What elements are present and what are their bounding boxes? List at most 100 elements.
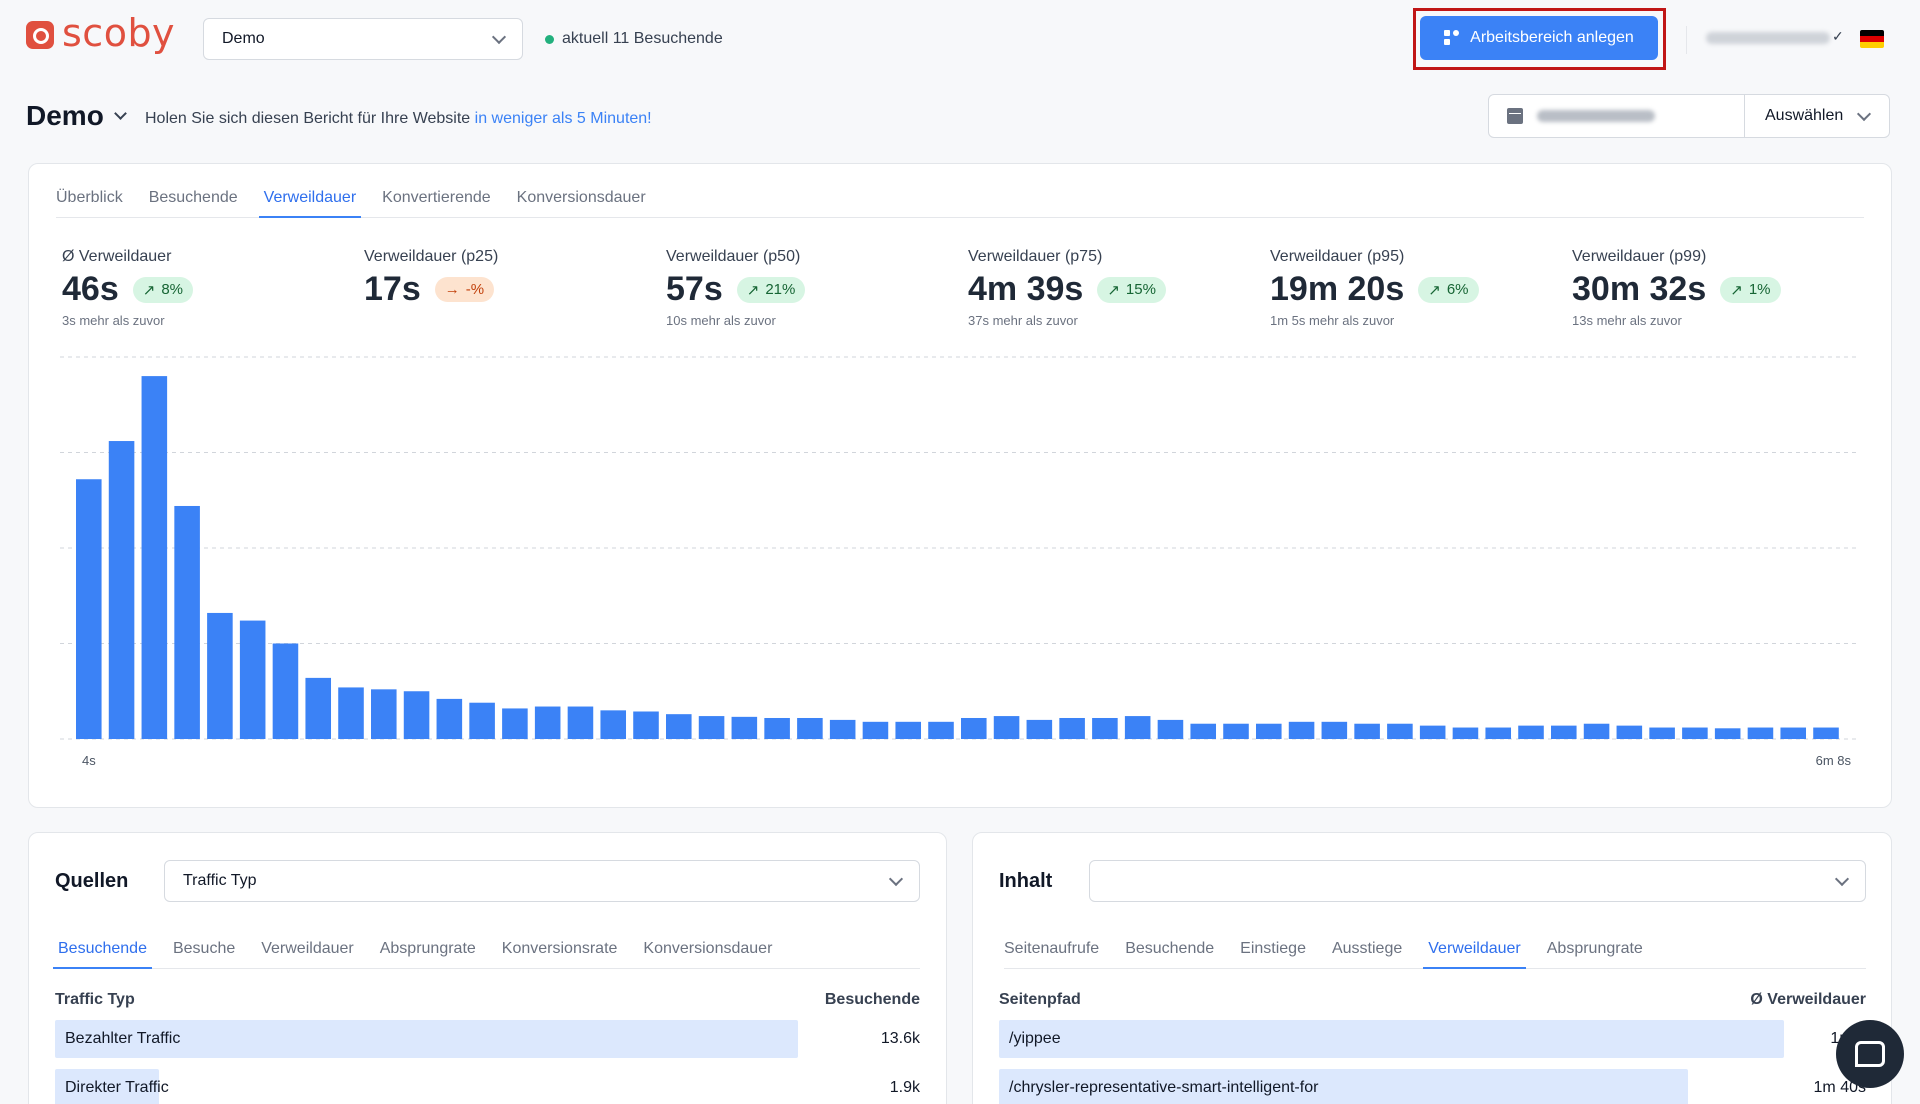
report-tab-verweildauer[interactable]: Verweildauer bbox=[258, 189, 361, 218]
histogram-bar[interactable] bbox=[76, 479, 102, 739]
histogram-bar[interactable] bbox=[1780, 727, 1807, 739]
histogram-bar[interactable] bbox=[993, 716, 1020, 739]
histogram-bar[interactable] bbox=[305, 677, 332, 739]
histogram-bar[interactable] bbox=[403, 691, 430, 739]
sources-tab-besuchende[interactable]: Besuchende bbox=[53, 940, 152, 969]
report-tab-konvertierende[interactable]: Konvertierende bbox=[382, 189, 491, 206]
histogram-bar[interactable] bbox=[1026, 719, 1053, 739]
histogram-bar[interactable] bbox=[436, 698, 463, 739]
sources-row-value: 13.6k bbox=[880, 1030, 920, 1047]
histogram-bar[interactable] bbox=[1747, 727, 1774, 739]
site-select[interactable]: Demo bbox=[203, 18, 523, 60]
sources-tab-besuche[interactable]: Besuche bbox=[172, 940, 236, 957]
promo-link[interactable]: in weniger als 5 Minuten! bbox=[474, 110, 652, 127]
chat-widget-button[interactable] bbox=[1836, 1020, 1904, 1088]
histogram-bar[interactable] bbox=[534, 706, 561, 739]
histogram-bar[interactable] bbox=[1583, 723, 1610, 739]
stat-value-row: 46s ↗ 8% bbox=[62, 270, 193, 309]
stat-2: Verweildauer (p50) 57s ↗ 21% 10s mehr als zu… bbox=[666, 248, 806, 328]
histogram-bar[interactable] bbox=[1288, 721, 1315, 739]
histogram-bar[interactable] bbox=[174, 505, 200, 739]
histogram-bar[interactable] bbox=[108, 441, 135, 739]
histogram-bar[interactable] bbox=[567, 706, 594, 739]
histogram-bar[interactable] bbox=[862, 721, 889, 739]
report-tab-konversionsdauer[interactable]: Konversionsdauer bbox=[516, 189, 646, 206]
histogram-bar[interactable] bbox=[698, 716, 725, 739]
sources-tab-absprungrate[interactable]: Absprungrate bbox=[379, 940, 476, 957]
content-tab-verweildauer[interactable]: Verweildauer bbox=[1423, 940, 1526, 969]
histogram-bar[interactable] bbox=[1190, 723, 1217, 739]
sources-row[interactable]: Direkter Traffic 1.9k bbox=[55, 1069, 920, 1104]
user-account-menu[interactable] bbox=[1706, 32, 1830, 44]
histogram-bar[interactable] bbox=[272, 643, 299, 740]
scoby-logo[interactable]: scoby bbox=[26, 14, 175, 52]
content-tab-absprungrate[interactable]: Absprungrate bbox=[1546, 940, 1643, 957]
histogram-bar[interactable] bbox=[633, 711, 659, 739]
histogram-bar[interactable] bbox=[1551, 725, 1577, 739]
sources-tab-konversionsdauer[interactable]: Konversionsdauer bbox=[643, 940, 773, 957]
sources-row-label: Direkter Traffic bbox=[65, 1079, 169, 1096]
histogram-bar[interactable] bbox=[1813, 727, 1839, 739]
page-title: Demo bbox=[26, 100, 104, 131]
histogram-bar[interactable] bbox=[797, 717, 823, 739]
content-tab-einstiege[interactable]: Einstiege bbox=[1240, 940, 1306, 957]
histogram-bar[interactable] bbox=[1682, 727, 1708, 739]
arrow-up-right-icon: ↗ bbox=[746, 281, 760, 299]
histogram-bar[interactable] bbox=[1714, 728, 1741, 739]
histogram-bar[interactable] bbox=[1157, 719, 1184, 739]
histogram-bar[interactable] bbox=[502, 708, 528, 739]
stat-1: Verweildauer (p25) 17s → -% bbox=[364, 248, 498, 309]
live-visitors-text: aktuell 11 Besuchende bbox=[562, 30, 723, 47]
histogram-bar[interactable] bbox=[928, 721, 954, 739]
histogram-bar[interactable] bbox=[666, 714, 692, 739]
report-tab-besuchende[interactable]: Besuchende bbox=[148, 189, 238, 206]
histogram-bar[interactable] bbox=[1321, 721, 1348, 739]
language-flag-icon[interactable] bbox=[1860, 30, 1884, 48]
histogram-bar[interactable] bbox=[207, 612, 233, 739]
content-row-bar bbox=[999, 1020, 1784, 1058]
histogram-bar[interactable] bbox=[961, 717, 987, 739]
histogram-bar[interactable] bbox=[1059, 717, 1085, 739]
content-tab-ausstiege[interactable]: Ausstiege bbox=[1331, 940, 1403, 957]
histogram-bar[interactable] bbox=[141, 376, 168, 739]
period-select-button[interactable]: Auswählen bbox=[1745, 95, 1889, 137]
histogram-bar[interactable] bbox=[731, 716, 758, 739]
histogram-bar[interactable] bbox=[1223, 723, 1249, 739]
histogram-bar[interactable] bbox=[469, 702, 495, 739]
histogram-bar[interactable] bbox=[1518, 725, 1544, 739]
histogram-bar[interactable] bbox=[829, 719, 856, 739]
sources-tabs: Besuchende Besuche Verweildauer Absprungrat… bbox=[53, 940, 920, 969]
date-range-field[interactable] bbox=[1489, 95, 1745, 137]
histogram-bar[interactable] bbox=[1354, 723, 1380, 739]
histogram-bar[interactable] bbox=[1485, 727, 1512, 739]
date-range-picker[interactable]: Auswählen bbox=[1488, 94, 1890, 138]
histogram-bar[interactable] bbox=[1649, 727, 1675, 739]
sources-dimension-select[interactable]: Traffic Typ bbox=[164, 860, 920, 902]
content-row[interactable]: /chrysler-representative-smart-intellige… bbox=[999, 1069, 1866, 1104]
stat-change-badge: ↗ 8% bbox=[132, 276, 193, 303]
report-tab-überblick[interactable]: Überblick bbox=[56, 189, 123, 206]
content-tab-besuchende[interactable]: Besuchende bbox=[1125, 940, 1215, 957]
content-tab-seitenaufrufe[interactable]: Seitenaufrufe bbox=[1004, 940, 1100, 957]
histogram-bar[interactable] bbox=[895, 721, 922, 739]
histogram-bar[interactable] bbox=[1616, 725, 1643, 739]
histogram-bar[interactable] bbox=[1092, 717, 1118, 739]
page-title-selector[interactable]: Demo bbox=[26, 100, 127, 132]
sources-row[interactable]: Bezahlter Traffic 13.6k bbox=[55, 1020, 920, 1058]
histogram-bar[interactable] bbox=[1387, 723, 1413, 739]
histogram-bar[interactable] bbox=[239, 620, 266, 739]
create-workspace-button[interactable]: Arbeitsbereich anlegen bbox=[1420, 16, 1658, 60]
histogram-bar[interactable] bbox=[1256, 723, 1282, 739]
histogram-bar[interactable] bbox=[1124, 716, 1151, 739]
content-dimension-select[interactable] bbox=[1089, 860, 1866, 902]
histogram-bar[interactable] bbox=[338, 687, 364, 739]
site-select-value: Demo bbox=[222, 30, 265, 47]
histogram-bar[interactable] bbox=[1419, 725, 1446, 739]
histogram-bar[interactable] bbox=[600, 710, 627, 739]
histogram-bar[interactable] bbox=[1452, 727, 1479, 739]
sources-tab-konversionsrate[interactable]: Konversionsrate bbox=[501, 940, 618, 957]
histogram-bar[interactable] bbox=[764, 717, 790, 739]
histogram-bar[interactable] bbox=[371, 689, 397, 739]
content-row[interactable]: /yippee1m 5 bbox=[999, 1020, 1866, 1058]
sources-tab-verweildauer[interactable]: Verweildauer bbox=[261, 940, 354, 957]
